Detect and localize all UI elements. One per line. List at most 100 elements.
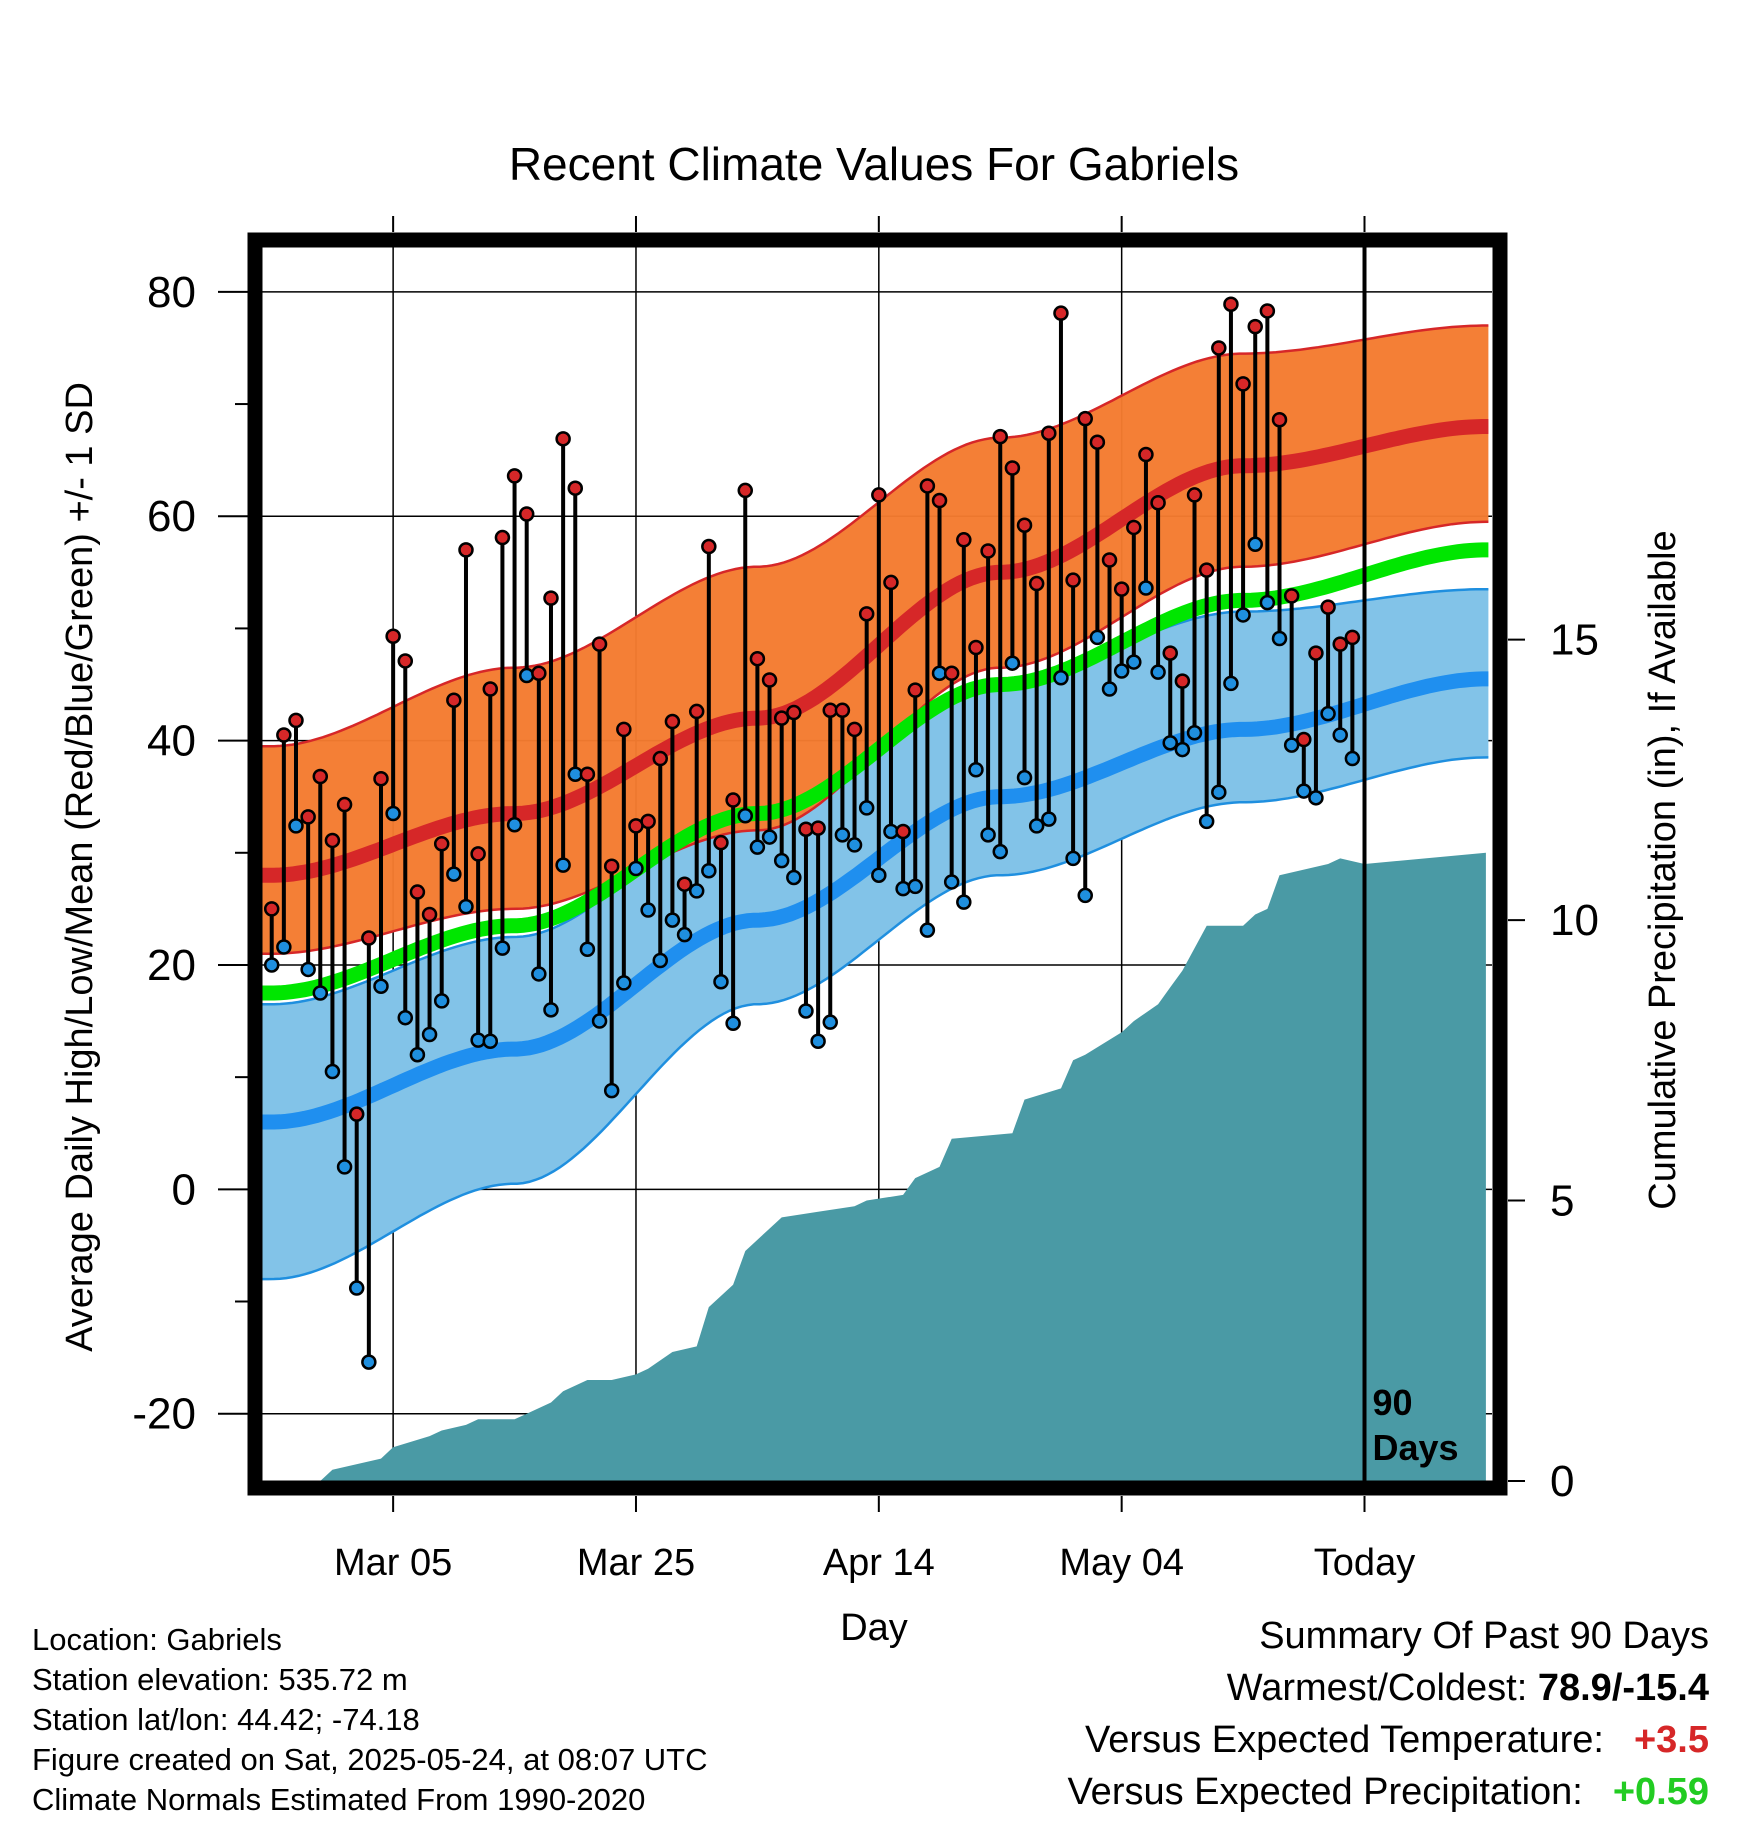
low-mean-line bbox=[262, 671, 1489, 1130]
daily-high-point bbox=[1296, 731, 1312, 748]
daily-high-point bbox=[348, 1106, 365, 1122]
daily-low-point bbox=[494, 940, 511, 956]
daily-low-point bbox=[943, 874, 960, 890]
daily-low-point bbox=[555, 857, 571, 873]
daily-low-point bbox=[276, 939, 292, 955]
daily-high-point bbox=[312, 768, 329, 785]
precip-label: Versus Expected Precipitation: bbox=[1067, 1771, 1583, 1813]
daily-high-point bbox=[1077, 410, 1093, 427]
daily-high-point bbox=[919, 478, 936, 494]
x-tick-label: Today bbox=[1314, 1542, 1415, 1584]
daily-low-point bbox=[895, 880, 911, 897]
daily-low-point bbox=[579, 941, 596, 958]
daily-high-point bbox=[1150, 495, 1166, 511]
daily-high-point bbox=[1344, 629, 1361, 646]
plot-frame bbox=[247, 232, 1508, 1496]
daily-low-point bbox=[1283, 737, 1300, 753]
daily-high-point bbox=[968, 639, 984, 656]
daily-low-point bbox=[725, 1015, 741, 1032]
latlon-text: Station lat/lon: 44.42; -74.18 bbox=[32, 1702, 420, 1737]
daily-high-point bbox=[737, 482, 754, 499]
y2-tick-label: 0 bbox=[1550, 1457, 1574, 1506]
daily-low-point bbox=[810, 1033, 826, 1049]
daily-high-point bbox=[1332, 636, 1348, 652]
low-normal-band bbox=[262, 589, 1489, 1280]
daily-low-point bbox=[518, 667, 535, 684]
daily-high-point bbox=[640, 813, 656, 830]
daily-high-point bbox=[992, 428, 1008, 445]
daily-high-point bbox=[1004, 460, 1021, 476]
daily-high-point bbox=[1016, 517, 1033, 533]
daily-low-point bbox=[1235, 607, 1251, 623]
daily-low-point bbox=[1101, 681, 1118, 697]
daily-high-point bbox=[1174, 673, 1191, 689]
daily-low-point bbox=[749, 839, 766, 855]
daily-high-point bbox=[1211, 340, 1227, 356]
daily-low-point bbox=[652, 952, 669, 969]
daily-high-point bbox=[579, 766, 596, 783]
daily-low-point bbox=[628, 860, 644, 877]
daily-low-point bbox=[822, 1014, 839, 1030]
daily-low-point bbox=[1247, 536, 1263, 553]
daily-high-point bbox=[883, 574, 899, 591]
daily-low-point bbox=[531, 966, 547, 982]
location-text: Location: Gabriels bbox=[32, 1622, 282, 1657]
daily-high-point bbox=[433, 836, 450, 852]
daily-high-point bbox=[810, 820, 826, 836]
daily-high-point bbox=[482, 681, 499, 697]
daily-high-point bbox=[1138, 446, 1154, 463]
daily-low-point bbox=[640, 902, 656, 918]
daily-low-point bbox=[1198, 813, 1215, 830]
warmest-row: Warmest/Coldest: 78.9/-15.4 bbox=[1067, 1662, 1709, 1714]
daily-high-point bbox=[943, 665, 960, 682]
temp-row: Versus Expected Temperature: +3.5 bbox=[1067, 1714, 1709, 1766]
daily-low-point bbox=[506, 816, 523, 833]
daily-high-point bbox=[276, 727, 292, 743]
warmest-label: Warmest/Coldest: bbox=[1226, 1667, 1528, 1709]
y-tick-label: 80 bbox=[147, 268, 196, 317]
daily-low-point bbox=[846, 837, 863, 853]
daily-high-point bbox=[749, 650, 766, 667]
daily-low-point bbox=[1332, 727, 1348, 743]
y-tick-label: -20 bbox=[132, 1390, 196, 1439]
daily-high-point bbox=[1041, 425, 1057, 441]
daily-low-point bbox=[1223, 675, 1239, 692]
daily-low-point bbox=[1150, 664, 1166, 680]
daily-high-point bbox=[1271, 412, 1288, 428]
daily-low-point bbox=[361, 1354, 377, 1370]
daily-low-point bbox=[1186, 724, 1203, 741]
daily-high-point bbox=[1320, 599, 1336, 615]
daily-high-point bbox=[1186, 487, 1203, 503]
daily-low-point bbox=[798, 1003, 814, 1019]
daily-low-point bbox=[1308, 790, 1324, 806]
daily-high-point bbox=[409, 884, 426, 900]
daily-low-point bbox=[324, 1063, 341, 1080]
daily-low-point bbox=[1174, 741, 1191, 758]
daily-high-point bbox=[1101, 552, 1118, 568]
daily-high-point bbox=[773, 710, 790, 726]
daily-low-point bbox=[956, 894, 972, 910]
daily-high-point bbox=[1259, 303, 1276, 319]
daily-low-point bbox=[591, 1013, 608, 1029]
daily-high-point bbox=[1113, 581, 1130, 597]
daily-low-point bbox=[409, 1046, 426, 1063]
daily-high-point bbox=[603, 858, 620, 874]
daily-low-point bbox=[1320, 705, 1336, 722]
y-tick-label: 0 bbox=[172, 1165, 196, 1214]
daily-high-point bbox=[1308, 645, 1324, 661]
precip-row: Versus Expected Precipitation: +0.59 bbox=[1067, 1766, 1709, 1818]
daily-high-point bbox=[446, 692, 462, 708]
daily-high-point bbox=[591, 636, 608, 652]
daily-low-point bbox=[858, 800, 875, 816]
daily-high-point bbox=[567, 480, 584, 496]
y2-axis-label: Cumulative Precipitation (in), If Availa… bbox=[1642, 530, 1684, 1209]
daily-high-point bbox=[336, 796, 353, 813]
daily-low-point bbox=[1126, 654, 1142, 670]
daily-low-point bbox=[737, 808, 754, 824]
daily-high-point bbox=[713, 834, 729, 851]
precip-value: +0.59 bbox=[1612, 1771, 1709, 1813]
daily-high-point bbox=[555, 431, 571, 447]
daily-high-point bbox=[761, 672, 778, 688]
today-marker-label: 90 bbox=[1373, 1382, 1413, 1423]
daily-low-point bbox=[1041, 811, 1057, 827]
